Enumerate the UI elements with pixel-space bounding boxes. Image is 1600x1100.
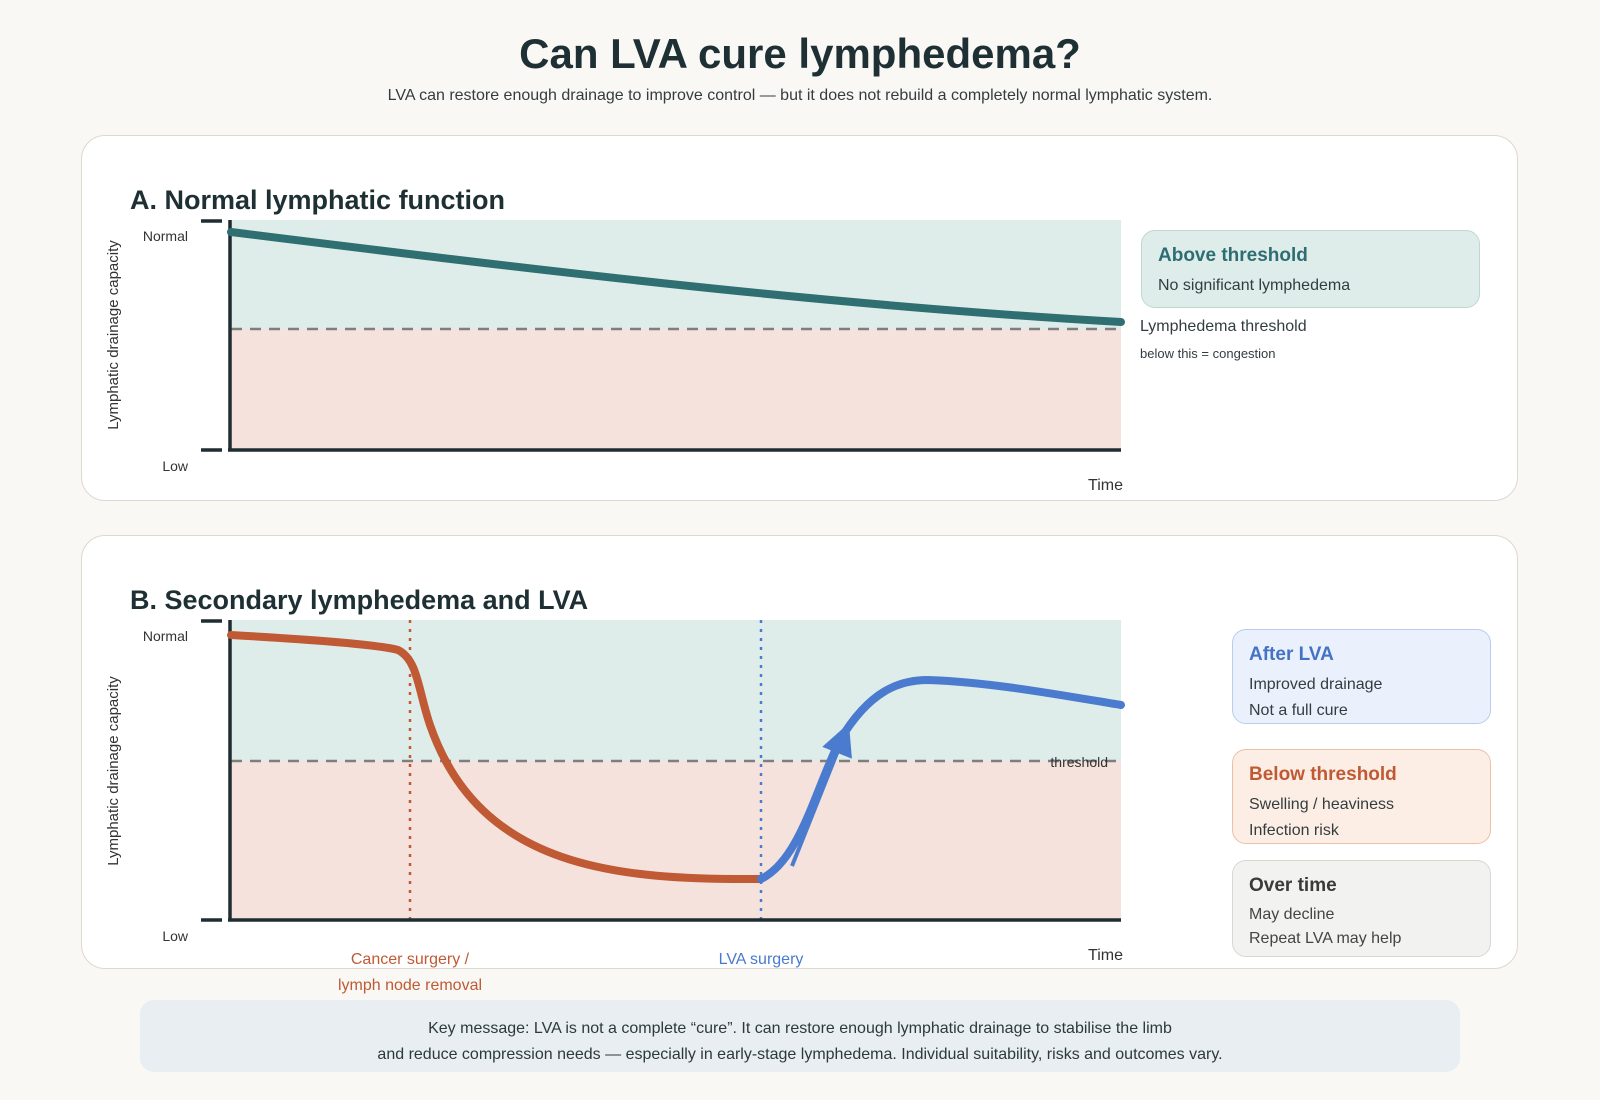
note-above-threshold: Above threshold No significant lymphedem… bbox=[1141, 230, 1480, 308]
b-label-normal: Normal bbox=[143, 628, 188, 644]
b-threshold-label: threshold bbox=[1050, 754, 1108, 770]
b-y-label: Lymphatic drainage capacity bbox=[105, 676, 122, 866]
note-time-line-1: May decline bbox=[1249, 906, 1335, 923]
note-below-line-1: Swelling / heaviness bbox=[1249, 796, 1394, 813]
note-below-threshold: Below threshold Swelling / heaviness Inf… bbox=[1232, 749, 1491, 844]
b-cancer-label-2: lymph node removal bbox=[338, 977, 482, 994]
b-recovery-curve bbox=[757, 675, 1125, 883]
note-below-title: Below threshold bbox=[1249, 764, 1397, 785]
a-label-normal: Normal bbox=[143, 228, 188, 244]
note-over-time: Over time May decline Repeat LVA may hel… bbox=[1232, 860, 1491, 957]
a-normal-curve bbox=[227, 228, 1125, 326]
a-threshold-label: Lymphedema threshold bbox=[1140, 318, 1307, 335]
key-message-line-1: Key message: LVA is not a complete “cure… bbox=[428, 1020, 1172, 1037]
a-threshold-sublabel: below this = congestion bbox=[1140, 346, 1276, 361]
note-above-text: No significant lymphedema bbox=[1158, 277, 1351, 294]
note-after-line-2: Not a full cure bbox=[1249, 702, 1348, 719]
note-after-line-1: Improved drainage bbox=[1249, 676, 1383, 693]
a-x-label: Time bbox=[1088, 477, 1123, 494]
b-decline-curve bbox=[227, 631, 765, 884]
b-improvement-arrow bbox=[790, 723, 852, 867]
page-title: Can LVA cure lymphedema? bbox=[519, 30, 1081, 77]
note-time-line-2: Repeat LVA may help bbox=[1249, 930, 1402, 947]
key-message-line-2: and reduce compression needs — especiall… bbox=[377, 1046, 1223, 1063]
note-above-title: Above threshold bbox=[1158, 245, 1308, 266]
panel-a-title: A. Normal lymphatic function bbox=[130, 185, 506, 215]
a-y-label: Lymphatic drainage capacity bbox=[105, 240, 122, 430]
b-x-label: Time bbox=[1088, 947, 1123, 964]
panel-b-title: B. Secondary lymphedema and LVA bbox=[130, 585, 589, 615]
note-time-title: Over time bbox=[1249, 875, 1337, 896]
a-label-low: Low bbox=[162, 458, 189, 474]
b-cancer-label-1: Cancer surgery / bbox=[351, 951, 470, 968]
note-after-lva: After LVA Improved drainage Not a full c… bbox=[1232, 629, 1491, 724]
page-subtitle: LVA can restore enough drainage to impro… bbox=[387, 87, 1213, 104]
key-message-box: Key message: LVA is not a complete “cure… bbox=[140, 1000, 1460, 1072]
b-label-low: Low bbox=[162, 928, 189, 944]
b-lva-label: LVA surgery bbox=[719, 951, 804, 968]
a-below-zone bbox=[231, 329, 1121, 450]
note-below-line-2: Infection risk bbox=[1249, 822, 1339, 839]
note-after-title: After LVA bbox=[1249, 644, 1334, 665]
b-below-zone bbox=[231, 761, 1121, 920]
